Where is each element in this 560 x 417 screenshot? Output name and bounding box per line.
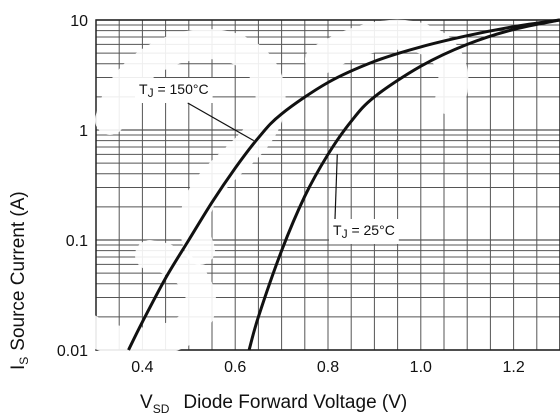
- annotation-leader: [187, 102, 255, 142]
- annotation-box: [329, 219, 399, 244]
- plot-frame: [95, 19, 560, 351]
- x-tick-label: 0.6: [224, 359, 246, 376]
- series-line-0: [127, 18, 560, 351]
- series-line-1: [247, 18, 560, 351]
- annotation-leader: [334, 154, 338, 220]
- annotation-box: [135, 78, 213, 103]
- chart-grid: [95, 19, 560, 351]
- annotation-25c-sub: J: [342, 227, 348, 241]
- y-axis-label-text: Source Current (A): [8, 191, 29, 350]
- x-axis-label-text: Diode Forward Voltage (V): [183, 392, 407, 413]
- x-axis-label-subscript: SD: [153, 402, 170, 416]
- y-tick-label: 10: [70, 13, 88, 30]
- y-tick-label: 1: [79, 123, 88, 140]
- annotation-25c-rest: = 25°C: [348, 222, 395, 238]
- y-tick-label: 0.01: [57, 343, 88, 360]
- x-axis-label-prefix: V: [140, 392, 153, 413]
- annotation-25c: TJ = 25°C: [333, 222, 395, 241]
- x-tick-label: 0.4: [131, 359, 153, 376]
- watermark: [27, 19, 469, 358]
- x-tick-label: 1.0: [410, 359, 432, 376]
- x-tick-label: 1.2: [502, 359, 524, 376]
- annotations: TJ = 150°C TJ = 25°C: [135, 78, 399, 244]
- x-tick-label: 0.8: [317, 359, 339, 376]
- y-tick-label: 0.1: [66, 233, 88, 250]
- watermark-stroke: [95, 29, 286, 265]
- annotation-150c-sub: J: [148, 86, 154, 100]
- watermark-stroke: [305, 19, 469, 115]
- x-axis-label: VSD Diode Forward Voltage (V): [140, 392, 407, 416]
- y-axis-label-prefix: I: [8, 365, 29, 370]
- y-axis-label: IS Source Current (A): [8, 191, 31, 370]
- annotation-150c: TJ = 150°C: [139, 81, 209, 100]
- annotation-150c-main: T: [139, 81, 148, 97]
- annotation-150c-rest: = 150°C: [154, 81, 209, 97]
- y-axis-label-subscript: S: [17, 357, 31, 365]
- watermark-stroke: [27, 165, 217, 358]
- chart-curves: [127, 18, 560, 351]
- tick-labels: 0.01 0.1 1 10 0.4 0.6 0.8 1.0 1.2: [57, 13, 525, 376]
- annotation-25c-main: T: [333, 222, 342, 238]
